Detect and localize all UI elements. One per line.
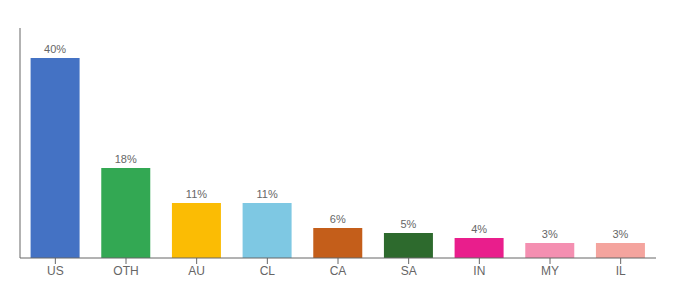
svg-text:AU: AU (188, 264, 205, 278)
svg-text:5%: 5% (400, 218, 416, 230)
svg-text:IN: IN (473, 264, 485, 278)
svg-text:US: US (47, 264, 64, 278)
svg-text:CL: CL (260, 264, 276, 278)
svg-text:SA: SA (401, 264, 417, 278)
svg-text:11%: 11% (186, 188, 207, 200)
svg-text:4%: 4% (471, 223, 487, 235)
svg-text:CA: CA (330, 264, 347, 278)
svg-text:40%: 40% (44, 43, 66, 55)
svg-text:3%: 3% (542, 228, 558, 240)
svg-text:OTH: OTH (113, 264, 138, 278)
svg-text:IL: IL (616, 264, 626, 278)
svg-text:11%: 11% (256, 188, 277, 200)
svg-text:18%: 18% (115, 153, 137, 165)
svg-text:MY: MY (541, 264, 559, 278)
svg-text:6%: 6% (330, 213, 346, 225)
svg-text:3%: 3% (612, 228, 628, 240)
